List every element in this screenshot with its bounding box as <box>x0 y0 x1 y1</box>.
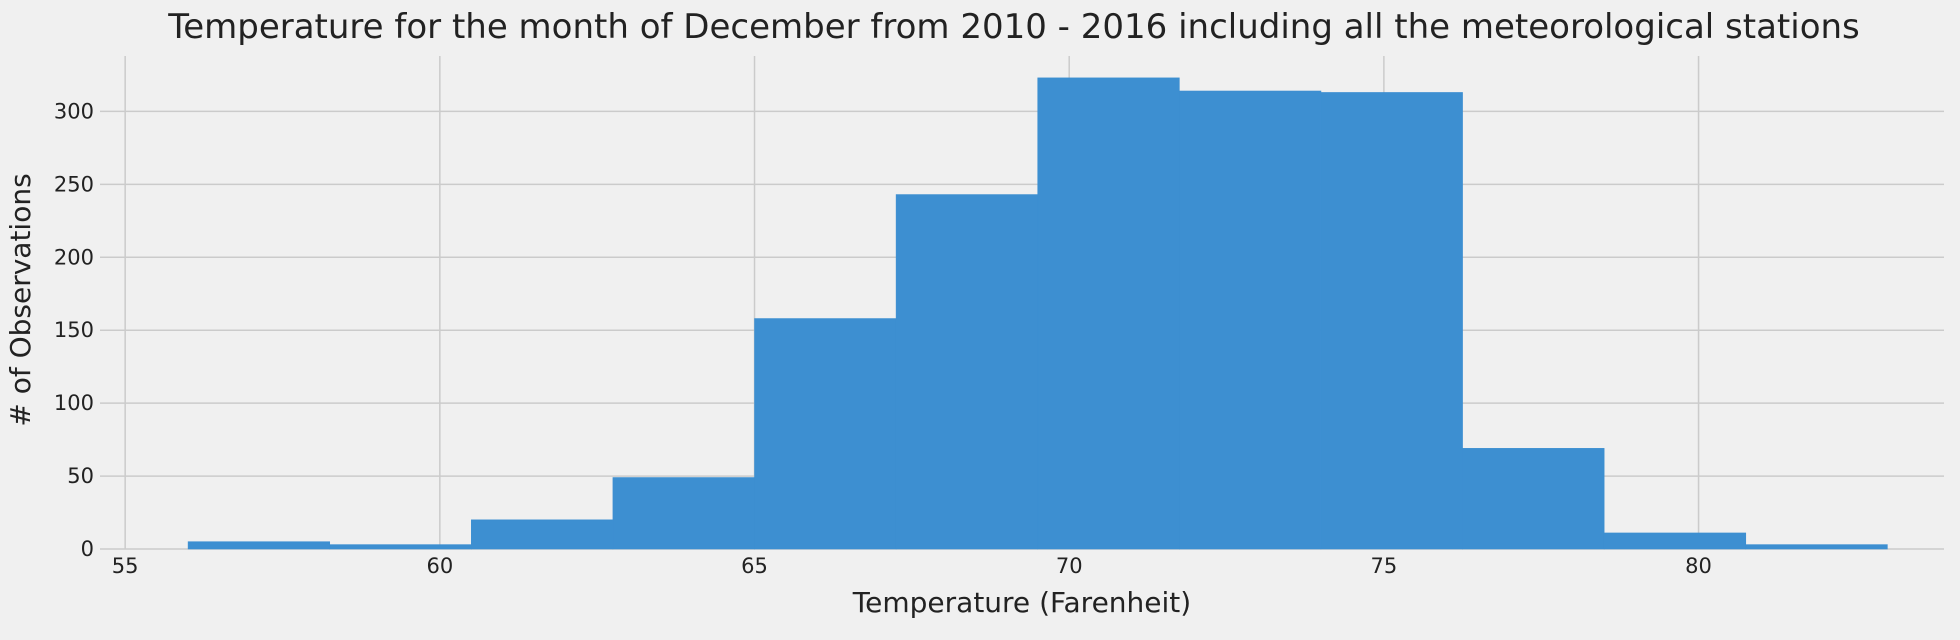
histogram-bar <box>187 541 331 550</box>
y-tick-label: 250 <box>54 172 94 196</box>
y-tick-label: 300 <box>54 99 94 123</box>
y-tick-labels: 0 50 100 150 200 250 300 <box>54 99 94 561</box>
x-tick-labels: 55 60 65 70 75 80 <box>112 554 1712 578</box>
histogram-bar <box>895 194 1039 550</box>
histogram-bar <box>471 519 614 550</box>
x-tick-label: 80 <box>1685 554 1712 578</box>
y-axis-title: # of Observations <box>4 173 37 426</box>
histogram-bar <box>1179 90 1322 550</box>
y-tick-label: 100 <box>54 391 94 415</box>
histogram-bar <box>1037 77 1180 550</box>
y-tick-label: 200 <box>54 245 94 269</box>
x-tick-label: 60 <box>426 554 453 578</box>
histogram-bar <box>754 318 897 550</box>
x-tick-label: 75 <box>1371 554 1398 578</box>
histogram-bar <box>612 477 755 550</box>
x-tick-label: 55 <box>112 554 139 578</box>
x-tick-label: 70 <box>1056 554 1083 578</box>
histogram-bar <box>1603 532 1747 550</box>
bars <box>187 77 1888 550</box>
histogram-bar <box>1745 544 1888 550</box>
x-tick-label: 65 <box>741 554 768 578</box>
histogram-bar <box>1462 448 1605 550</box>
chart-title: Temperature for the month of December fr… <box>167 7 1860 47</box>
histogram-bar <box>1320 92 1463 550</box>
y-tick-label: 50 <box>67 464 94 488</box>
x-axis-title: Temperature (Farenheit) <box>852 586 1191 619</box>
histogram-bar <box>329 544 472 550</box>
y-tick-label: 150 <box>54 318 94 342</box>
y-tick-label: 0 <box>81 537 94 561</box>
